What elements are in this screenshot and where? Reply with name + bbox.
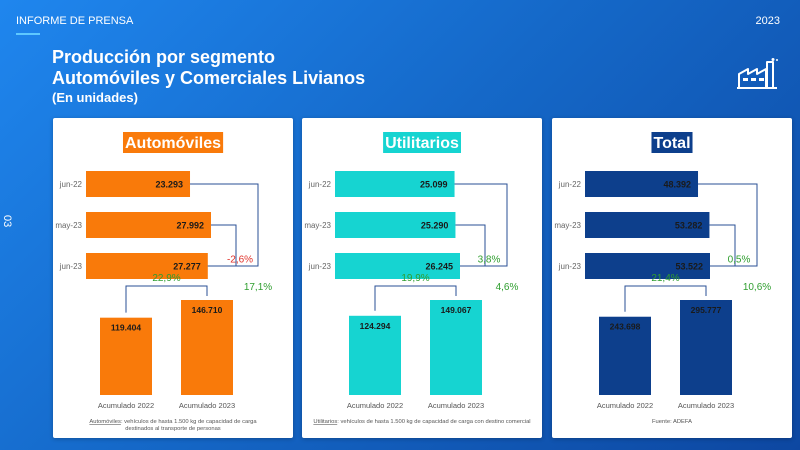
footnote: Utilitarios: vehículos de hasta 1.500 kg… (313, 419, 530, 425)
data-label: 53.282 (675, 221, 703, 231)
connector-long (698, 183, 758, 267)
title-line-2: Automóviles y Comerciales Livianos (52, 68, 366, 88)
change-label: 19,9% (401, 273, 429, 284)
page-title: Producción por segmento Automóviles y Co… (52, 47, 365, 107)
category-label: Acumulado 2022 (347, 401, 403, 410)
data-label: 124.294 (360, 321, 391, 331)
change-label: 3,8% (478, 255, 501, 266)
bar-may-23 (335, 212, 456, 238)
bar-jun-22 (585, 171, 699, 197)
bar-jun-22 (335, 171, 455, 197)
bar-jun-23 (585, 253, 710, 279)
change-label: 0,5% (728, 255, 751, 266)
data-label: 27.992 (176, 221, 204, 231)
page-number: 03 (1, 215, 13, 228)
data-label: 27.277 (173, 262, 201, 272)
data-label: 119.404 (111, 323, 142, 333)
footnote-line-2: destinados al transporte de personas (125, 426, 220, 432)
data-label: 146.710 (192, 305, 223, 315)
connector-accumulated (624, 285, 707, 312)
connector-accumulated (125, 285, 208, 313)
bar-may-23 (86, 212, 211, 238)
footnote-text: : vehículos de hasta 1.500 kg de capacid… (121, 419, 257, 425)
bar-jun-22 (86, 171, 191, 197)
chart-title-background (122, 132, 224, 153)
factory-icon (737, 58, 778, 89)
connector-long (454, 183, 508, 267)
connector-accumulated (374, 285, 457, 311)
category-label: may-23 (304, 221, 331, 230)
chart-title: Total (653, 135, 690, 152)
change-label: 10,6% (743, 282, 771, 293)
title-line-1: Producción por segmento (52, 47, 276, 67)
chart-automoviles: Automóviles jun-22 23.293 may-23 27.992 jun-2… (55, 132, 272, 432)
category-label: jun-22 (59, 180, 83, 189)
data-label: 48.392 (663, 180, 691, 190)
footnote-text: Fuente: ADEFA (652, 419, 692, 425)
category-label: jun-23 (308, 262, 332, 271)
bar-acumulado-2023 (181, 300, 233, 395)
data-label: 295.777 (691, 305, 722, 315)
data-label: 26.245 (425, 262, 453, 272)
footnote-term: Automóviles (89, 419, 121, 425)
footnote: Automóviles: vehículos de hasta 1.500 kg… (89, 419, 257, 425)
data-label: 25.099 (420, 180, 448, 190)
category-label: jun-23 (558, 262, 582, 271)
data-label: 243.698 (610, 322, 641, 332)
data-label: 25.290 (421, 221, 449, 231)
bar-acumulado-2023 (430, 300, 482, 395)
chart-total: Total jun-22 48.392 may-23 53.282 jun-23 53.52… (554, 132, 771, 425)
change-label: 22,9% (152, 273, 180, 284)
panel-automoviles: Automóviles jun-22 23.293 may-23 27.992 jun-2… (53, 118, 293, 438)
bar-jun-23 (86, 253, 208, 279)
bar-acumulado-2023 (680, 300, 732, 395)
bar-acumulado-2022 (100, 317, 152, 395)
data-label: 23.293 (155, 180, 183, 190)
header-accent-line (16, 33, 40, 35)
category-label: jun-22 (308, 180, 332, 189)
data-label: 53.522 (675, 262, 703, 272)
category-label: Acumulado 2022 (98, 401, 154, 410)
category-label: jun-22 (558, 180, 582, 189)
category-label: Acumulado 2022 (597, 401, 653, 410)
chart-utilitarios: Utilitarios jun-22 25.099 may-23 25.290 jun-2… (304, 132, 531, 425)
category-label: jun-23 (59, 262, 83, 271)
data-label: 149.067 (441, 305, 472, 315)
report-label: INFORME DE PRENSA (16, 15, 134, 27)
change-label: 21,4% (651, 273, 679, 284)
connector-long (190, 183, 259, 267)
change-label: 17,1% (244, 282, 272, 293)
category-label: Acumulado 2023 (428, 401, 484, 410)
panel-total: Total jun-22 48.392 may-23 53.282 jun-23 53.52… (552, 118, 792, 438)
category-label: Acumulado 2023 (678, 401, 734, 410)
footnote-text: : vehículos de hasta 1.500 kg de capacid… (337, 419, 530, 425)
category-label: Acumulado 2023 (179, 401, 235, 410)
bar-acumulado-2022 (349, 315, 401, 395)
chart-title: Automóviles (125, 135, 221, 152)
footnote: Fuente: ADEFA (652, 419, 692, 425)
footnote-term: Utilitarios (313, 419, 337, 425)
change-label: 4,6% (496, 282, 519, 293)
category-label: may-23 (55, 221, 82, 230)
category-label: may-23 (554, 221, 581, 230)
bar-may-23 (585, 212, 710, 238)
panel-utilitarios: Utilitarios jun-22 25.099 may-23 25.290 jun-2… (302, 118, 542, 438)
bar-acumulado-2022 (599, 316, 651, 395)
page-subtitle: (En unidades) (52, 90, 138, 105)
chart-title-background (651, 132, 693, 153)
report-year: 2023 (755, 15, 780, 27)
chart-title: Utilitarios (385, 135, 459, 152)
chart-title-background (383, 132, 461, 153)
change-label: -2,6% (227, 255, 253, 266)
bar-jun-23 (335, 253, 460, 279)
